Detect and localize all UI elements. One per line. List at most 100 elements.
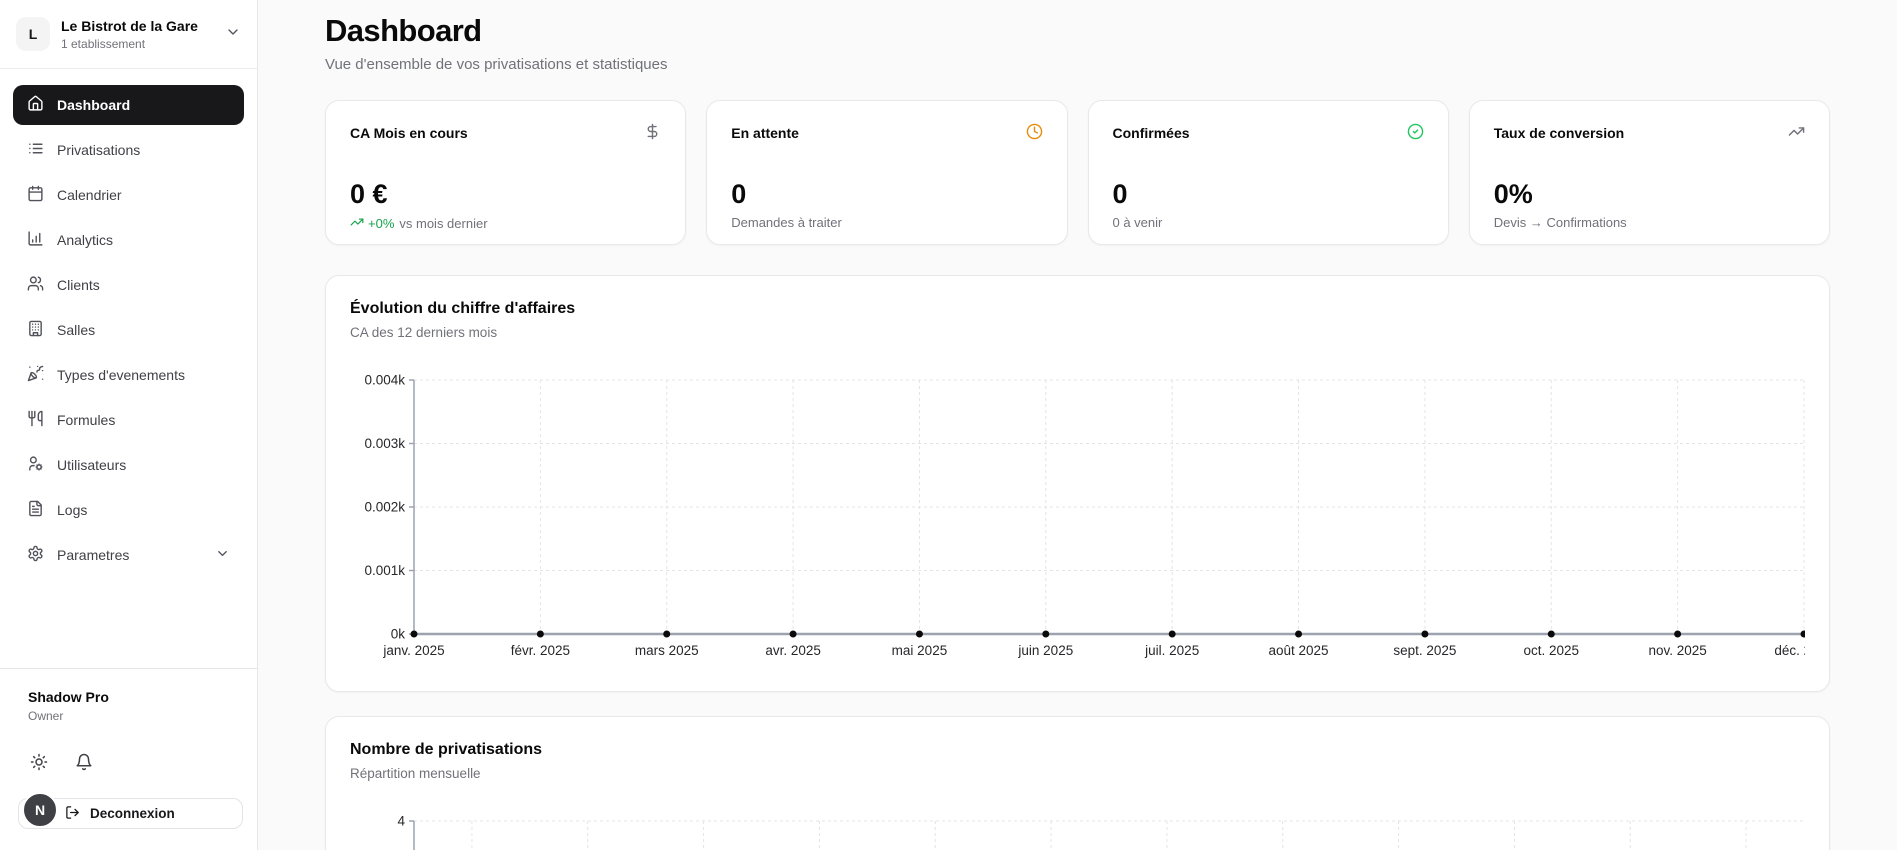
stat-title: En attente (731, 125, 799, 141)
svg-text:0.002k: 0.002k (364, 500, 405, 515)
file-text-icon (27, 500, 44, 520)
svg-text:0.004k: 0.004k (364, 373, 405, 388)
svg-text:avr. 2025: avr. 2025 (765, 643, 821, 658)
stat-value: 0 (1112, 179, 1128, 209)
check-circle-icon (1407, 123, 1424, 143)
stat-card-confirmees: Confirmées 0 0 à venir (1087, 100, 1449, 245)
party-popper-icon (27, 365, 44, 385)
dollar-icon (644, 123, 661, 143)
building-icon (27, 320, 44, 340)
user-role: Owner (28, 709, 64, 723)
sidebar-item-calendrier[interactable]: Calendrier (13, 175, 244, 215)
sidebar-item-clients[interactable]: Clients (13, 265, 244, 305)
chart-title: Nombre de privatisations (350, 741, 543, 758)
gear-icon (27, 545, 44, 565)
svg-text:oct. 2025: oct. 2025 (1523, 643, 1579, 658)
revenue-line-chart: 0.004k 0.003k 0.002k 0.001k 0k janv. 2025 févr… (350, 366, 1833, 666)
sidebar-item-label: Calendrier (57, 187, 122, 203)
stat-title: Taux de conversion (1493, 125, 1625, 141)
stat-card-en-attente: En attente 0 Demandes à traiter (706, 100, 1068, 245)
user-avatar[interactable]: N (22, 792, 58, 828)
svg-text:juil. 2025: juil. 2025 (1144, 643, 1199, 658)
sun-icon (30, 753, 48, 774)
stat-subtext: Devis → Confirmations (1493, 215, 1627, 230)
notifications-button[interactable] (75, 753, 93, 774)
sidebar-item-label: Dashboard (57, 97, 131, 113)
org-info: Le Bistrot de la Gare 1 etablissement (61, 18, 198, 51)
sidebar-item-analytics[interactable]: Analytics (13, 220, 244, 260)
utensils-icon (27, 410, 44, 430)
revenue-chart-card: Évolution du chiffre d'affaires CA des 1… (325, 275, 1834, 692)
svg-text:mars 2025: mars 2025 (635, 643, 699, 658)
sidebar-item-privatisations[interactable]: Privatisations (13, 130, 244, 170)
logout-label: Deconnexion (90, 806, 175, 821)
sidebar-nav: Dashboard Privatisations Calendrier Anal… (0, 69, 257, 591)
org-name: Le Bistrot de la Gare (61, 17, 198, 34)
svg-text:déc. 2025: déc. 2025 (1774, 643, 1805, 658)
sidebar-item-label: Analytics (57, 232, 114, 248)
sidebar-item-types-evenements[interactable]: Types d'evenements (13, 355, 244, 395)
sidebar-item-label: Utilisateurs (57, 457, 127, 473)
stat-subtext: Demandes à traiter (731, 215, 842, 230)
sidebar-footer: Shadow Pro Owner N Deconnexion (0, 668, 257, 850)
bar-chart-icon (27, 230, 44, 250)
privatisations-chart-card: Nombre de privatisations Répartition men… (325, 716, 1830, 850)
svg-text:0.001k: 0.001k (364, 563, 405, 578)
svg-text:févr. 2025: févr. 2025 (511, 643, 570, 658)
svg-text:nov. 2025: nov. 2025 (1648, 643, 1706, 658)
stat-title: CA Mois en cours (350, 125, 468, 141)
trend-value: +0% (368, 216, 395, 231)
chart-title: Évolution du chiffre d'affaires (350, 300, 576, 317)
chart-subtitle: Répartition mensuelle (350, 766, 481, 781)
stat-value: 0% (1493, 179, 1533, 209)
org-avatar: L (16, 17, 50, 51)
theme-toggle-button[interactable] (30, 753, 48, 774)
stat-value: 0 (731, 179, 747, 209)
svg-text:0k: 0k (391, 627, 406, 642)
page-subtitle: Vue d'ensemble de vos privatisations et … (325, 56, 668, 73)
sidebar-item-label: Types d'evenements (57, 367, 185, 383)
svg-text:4: 4 (397, 814, 405, 829)
chevron-down-icon (215, 546, 230, 564)
org-switcher[interactable]: L Le Bistrot de la Gare 1 etablissement (0, 0, 257, 69)
bell-icon (75, 753, 93, 774)
svg-text:août 2025: août 2025 (1269, 643, 1329, 658)
calendar-icon (27, 185, 44, 205)
svg-text:janv. 2025: janv. 2025 (382, 643, 444, 658)
trending-up-icon (350, 215, 364, 232)
home-icon (27, 95, 44, 115)
user-name: Shadow Pro (28, 689, 109, 705)
footer-icon-row (14, 753, 243, 774)
stats-grid: CA Mois en cours 0 € +0% vs mois dernier… (325, 100, 1830, 245)
sidebar-item-label: Logs (57, 502, 88, 518)
svg-text:0.003k: 0.003k (364, 436, 405, 451)
sidebar-item-label: Clients (57, 277, 100, 293)
log-out-icon (65, 805, 80, 823)
stat-subtext: 0 à venir (1112, 215, 1163, 230)
chevron-down-icon (225, 24, 241, 45)
stat-subtext: vs mois dernier (399, 216, 488, 231)
sidebar-item-label: Privatisations (57, 142, 141, 158)
org-subtitle: 1 etablissement (61, 36, 146, 51)
svg-text:sept. 2025: sept. 2025 (1393, 643, 1456, 658)
clock-icon (1026, 123, 1043, 143)
main-content: Dashboard Vue d'ensemble de vos privatis… (258, 0, 1897, 850)
sidebar-item-salles[interactable]: Salles (13, 310, 244, 350)
sidebar-item-logs[interactable]: Logs (13, 490, 244, 530)
svg-text:mai 2025: mai 2025 (892, 643, 948, 658)
sidebar-item-dashboard[interactable]: Dashboard (13, 85, 244, 125)
chart-subtitle: CA des 12 derniers mois (350, 325, 498, 340)
stat-card-ca-mois: CA Mois en cours 0 € +0% vs mois dernier (325, 100, 687, 245)
logout-row: N Deconnexion (14, 790, 243, 834)
stat-title: Confirmées (1112, 125, 1190, 141)
sidebar-item-formules[interactable]: Formules (13, 400, 244, 440)
stat-card-taux-conversion: Taux de conversion 0% Devis → Confirmati… (1468, 100, 1830, 245)
list-icon (27, 140, 44, 160)
sidebar-item-parametres[interactable]: Parametres (13, 535, 244, 575)
users-icon (27, 275, 44, 295)
sidebar: L Le Bistrot de la Gare 1 etablissement … (0, 0, 258, 850)
trending-up-icon (1788, 123, 1805, 143)
svg-text:juin 2025: juin 2025 (1017, 643, 1073, 658)
sidebar-item-utilisateurs[interactable]: Utilisateurs (13, 445, 244, 485)
sidebar-item-label: Parametres (57, 547, 130, 563)
